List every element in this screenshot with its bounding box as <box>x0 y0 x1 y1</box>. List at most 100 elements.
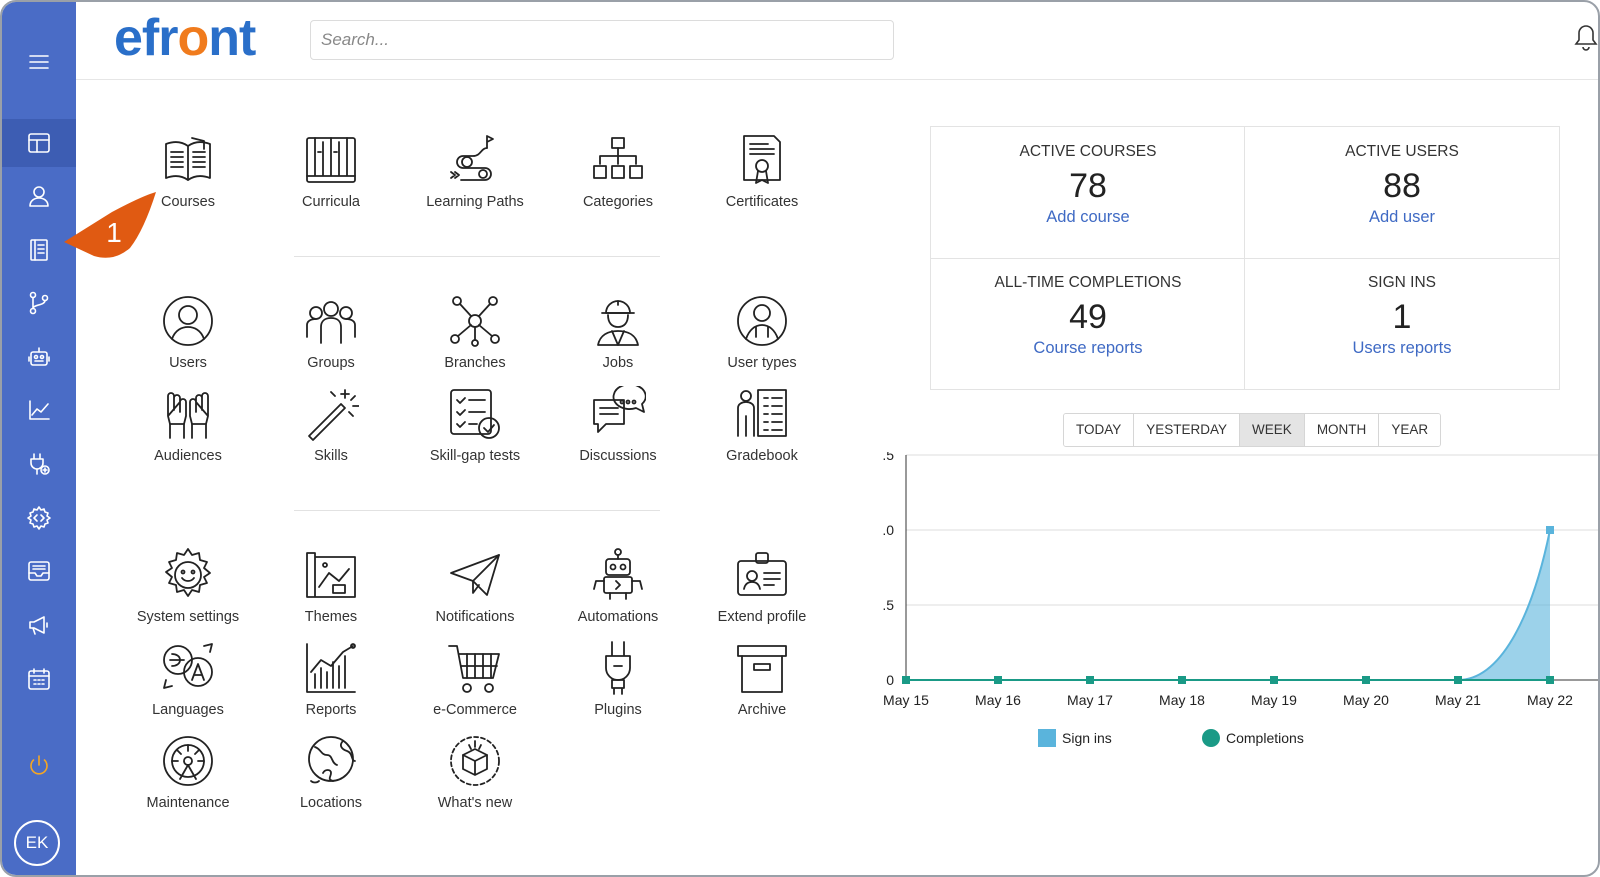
sidebar-item-automations[interactable] <box>2 333 76 381</box>
chart-icon <box>26 397 52 423</box>
app-groups[interactable]: Groups <box>261 293 401 371</box>
period-tabs: TODAY YESTERDAY WEEK MONTH YEAR <box>1063 413 1441 447</box>
app-discussions[interactable]: Discussions <box>548 386 688 464</box>
app-skill-gap-tests[interactable]: Skill-gap tests <box>405 386 545 464</box>
search-input[interactable] <box>310 20 894 60</box>
group-icon <box>303 293 359 349</box>
grid-divider <box>931 258 1559 259</box>
app-user-types[interactable]: User types <box>692 293 832 371</box>
app-maintenance[interactable]: Maintenance <box>118 733 258 811</box>
plug-icon <box>590 640 646 696</box>
robot-icon <box>590 547 646 603</box>
app-label: Automations <box>548 609 688 625</box>
legend-label-completions: Completions <box>1226 730 1304 746</box>
app-label: Maintenance <box>118 795 258 811</box>
paper-plane-icon <box>447 547 503 603</box>
bookshelf-icon <box>303 132 359 188</box>
app-label: Groups <box>261 355 401 371</box>
app-reports[interactable]: Reports <box>261 640 401 718</box>
app-plugins[interactable]: Plugins <box>548 640 688 718</box>
data-point-completions <box>1362 676 1370 684</box>
app-languages[interactable]: Languages <box>118 640 258 718</box>
globe-icon <box>303 733 359 789</box>
app-jobs[interactable]: Jobs <box>548 293 688 371</box>
data-point-completions <box>1546 676 1554 684</box>
shopping-cart-icon <box>447 640 503 696</box>
users-reports-link[interactable]: Users reports <box>1245 339 1559 358</box>
app-system-settings[interactable]: System settings <box>118 547 258 625</box>
hierarchy-icon <box>590 132 646 188</box>
sidebar-item-dashboard[interactable] <box>2 119 76 167</box>
menu-toggle-button[interactable] <box>2 38 76 86</box>
tab-month[interactable]: MONTH <box>1305 414 1380 446</box>
sidebar-item-reports[interactable] <box>2 386 76 434</box>
app-skills[interactable]: Skills <box>261 386 401 464</box>
app-label: Skills <box>261 448 401 464</box>
sidebar-item-settings[interactable] <box>2 494 76 542</box>
app-branches[interactable]: Branches <box>405 293 545 371</box>
app-learning-paths[interactable]: Learning Paths <box>405 132 545 210</box>
x-tick-label: May 16 <box>975 692 1021 708</box>
app-notifications[interactable]: Notifications <box>405 547 545 625</box>
app-label: Certificates <box>692 194 832 210</box>
tab-today[interactable]: TODAY <box>1064 414 1134 446</box>
app-categories[interactable]: Categories <box>548 132 688 210</box>
app-locations[interactable]: Locations <box>261 733 401 811</box>
tab-week[interactable]: WEEK <box>1240 414 1305 446</box>
data-point-completions <box>994 676 1002 684</box>
stat-sign-ins: SIGN INS 1 Users reports <box>1245 258 1559 389</box>
certificate-icon <box>734 132 790 188</box>
learning-path-icon <box>447 132 503 188</box>
app-gradebook[interactable]: Gradebook <box>692 386 832 464</box>
gear-smile-icon <box>160 547 216 603</box>
calendar-icon <box>26 666 52 692</box>
app-whats-new[interactable]: What's new <box>405 733 545 811</box>
sidebar-item-calendar[interactable] <box>2 655 76 703</box>
app-curricula[interactable]: Curricula <box>261 132 401 210</box>
app-label: Curricula <box>261 194 401 210</box>
sidebar-item-messages[interactable] <box>2 547 76 595</box>
add-course-link[interactable]: Add course <box>931 208 1245 227</box>
stat-title: SIGN INS <box>1245 274 1559 292</box>
app-label: Learning Paths <box>405 194 545 210</box>
app-label: Reports <box>261 702 401 718</box>
power-icon <box>26 753 52 779</box>
legend-swatch-completions <box>1202 729 1220 747</box>
x-tick-label: May 22 <box>1527 692 1573 708</box>
app-audiences[interactable]: Audiences <box>118 386 258 464</box>
app-label: Extend profile <box>692 609 832 625</box>
app-extend-profile[interactable]: Extend profile <box>692 547 832 625</box>
course-reports-link[interactable]: Course reports <box>931 339 1245 358</box>
app-label: Gradebook <box>692 448 832 464</box>
bell-icon[interactable] <box>1574 22 1598 52</box>
sidebar-item-plugins[interactable] <box>2 440 76 488</box>
app-label: Languages <box>118 702 258 718</box>
data-point-completions <box>1086 676 1094 684</box>
stat-value: 1 <box>1245 298 1559 337</box>
sidebar-item-branches[interactable] <box>2 279 76 327</box>
efront-logo[interactable]: efront <box>114 8 255 68</box>
stat-active-courses: ACTIVE COURSES 78 Add course <box>931 127 1245 258</box>
user-avatar[interactable]: EK <box>14 820 60 866</box>
add-user-link[interactable]: Add user <box>1245 208 1559 227</box>
app-ecommerce[interactable]: e-Commerce <box>405 640 545 718</box>
app-courses[interactable]: Courses <box>118 132 258 210</box>
app-label: Notifications <box>405 609 545 625</box>
raised-hands-icon <box>160 386 216 442</box>
y-tick-label: 1.0 <box>882 522 894 538</box>
sidebar-item-announcements[interactable] <box>2 601 76 649</box>
logout-button[interactable] <box>2 742 76 790</box>
app-users[interactable]: Users <box>118 293 258 371</box>
worker-icon <box>590 293 646 349</box>
app-certificates[interactable]: Certificates <box>692 132 832 210</box>
plug-plus-icon <box>26 451 52 477</box>
app-automations[interactable]: Automations <box>548 547 688 625</box>
y-tick-label: 1.5 <box>882 452 894 463</box>
app-archive[interactable]: Archive <box>692 640 832 718</box>
user-icon <box>26 183 52 209</box>
tab-year[interactable]: YEAR <box>1379 414 1440 446</box>
inbox-icon <box>26 558 52 584</box>
app-themes[interactable]: Themes <box>261 547 401 625</box>
tab-yesterday[interactable]: YESTERDAY <box>1134 414 1240 446</box>
data-point-completions <box>1454 676 1462 684</box>
